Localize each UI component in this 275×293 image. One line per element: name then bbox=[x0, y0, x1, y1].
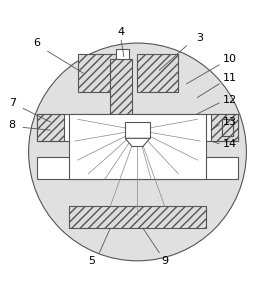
Bar bbox=[125, 122, 150, 138]
Bar bbox=[138, 54, 178, 92]
Bar bbox=[37, 114, 238, 141]
Text: 11: 11 bbox=[223, 74, 237, 84]
Text: 7: 7 bbox=[9, 98, 16, 108]
Bar bbox=[70, 206, 205, 228]
Text: 12: 12 bbox=[223, 95, 237, 105]
Bar bbox=[70, 114, 205, 179]
Text: 8: 8 bbox=[9, 120, 16, 130]
Text: 5: 5 bbox=[88, 256, 95, 266]
Bar bbox=[37, 157, 238, 179]
Text: 3: 3 bbox=[197, 33, 204, 42]
Bar bbox=[211, 114, 238, 141]
Bar bbox=[37, 114, 64, 141]
Bar bbox=[222, 119, 233, 136]
Polygon shape bbox=[222, 119, 233, 136]
Text: 10: 10 bbox=[223, 54, 237, 64]
Text: 6: 6 bbox=[33, 38, 40, 48]
Text: 14: 14 bbox=[223, 139, 237, 149]
Text: 4: 4 bbox=[118, 27, 125, 37]
Bar bbox=[78, 54, 119, 92]
Bar bbox=[116, 49, 129, 59]
Polygon shape bbox=[125, 138, 150, 146]
Circle shape bbox=[29, 43, 246, 261]
Text: 9: 9 bbox=[161, 256, 168, 266]
Bar bbox=[110, 59, 132, 119]
Text: 13: 13 bbox=[223, 117, 237, 127]
